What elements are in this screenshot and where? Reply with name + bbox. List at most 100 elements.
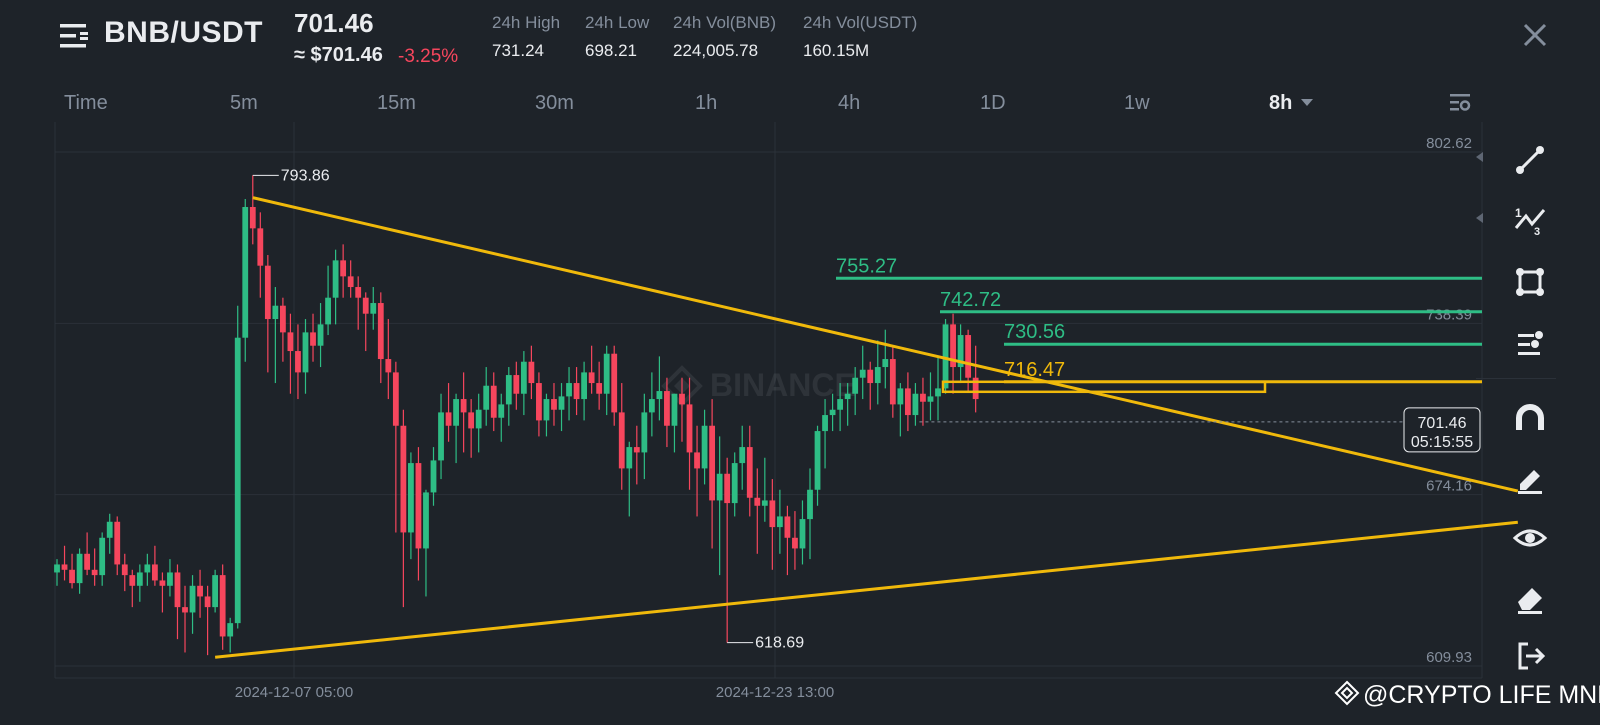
candle-body <box>754 497 761 506</box>
pair-title[interactable]: BNB/USDT <box>104 16 263 49</box>
resistance-label: 730.56 <box>1004 321 1065 343</box>
chevron-down-icon[interactable] <box>1300 98 1314 108</box>
tab-8h[interactable]: 8h <box>1269 92 1293 114</box>
candle-body <box>242 207 249 338</box>
indicator-tool-icon[interactable] <box>1512 326 1548 362</box>
candle-body <box>611 353 618 413</box>
eraser-icon[interactable] <box>1512 580 1548 616</box>
tab-5m[interactable]: 5m <box>230 92 258 114</box>
candle-body <box>325 297 331 325</box>
candle-body <box>573 383 580 400</box>
candle-body <box>219 575 226 637</box>
candle-body <box>114 521 121 565</box>
tab-1h[interactable]: 1h <box>695 92 718 114</box>
candle-body <box>664 391 670 426</box>
candle-body <box>483 385 490 410</box>
candle-body <box>513 375 520 394</box>
current-price-label: 701.46 <box>1418 415 1467 432</box>
candle-body <box>106 521 113 538</box>
exit-icon[interactable] <box>1512 638 1548 674</box>
candle-body <box>317 324 324 346</box>
candle-body <box>415 463 422 549</box>
annotation-label: 618.69 <box>755 635 804 652</box>
close-icon[interactable] <box>1520 20 1550 50</box>
candle-body <box>99 537 106 576</box>
fib-tool-icon[interactable]: 1 3 <box>1512 202 1548 238</box>
candle-body <box>151 564 158 581</box>
candle-body <box>874 367 881 384</box>
candle-body <box>54 564 60 573</box>
shape-tool-icon[interactable] <box>1512 264 1548 300</box>
candle-body <box>618 412 625 469</box>
candle-body <box>377 303 384 360</box>
candle-body <box>423 492 429 549</box>
candle-body <box>731 463 738 504</box>
candle-body <box>197 585 203 597</box>
candle-body <box>136 572 143 586</box>
candle-body <box>633 447 640 453</box>
candle-body <box>814 431 821 490</box>
candle-body <box>355 287 362 298</box>
line-tool-icon[interactable] <box>1512 142 1548 178</box>
binance-watermark: BINANCE <box>661 365 856 407</box>
candle-body <box>558 396 565 410</box>
candle-body <box>438 412 444 461</box>
candle-body <box>498 404 505 418</box>
annotation-label: 793.86 <box>281 167 330 184</box>
candle-body <box>641 412 648 453</box>
candle-body <box>475 409 482 429</box>
candle-body <box>543 399 550 421</box>
candle-body <box>776 516 783 528</box>
tab-1d[interactable]: 1D <box>980 92 1006 114</box>
last-price: 701.46 <box>294 8 374 38</box>
svg-text:3: 3 <box>1534 226 1540 238</box>
trendline <box>252 196 1519 493</box>
expand-arrow-icon[interactable] <box>1475 151 1485 163</box>
resistance-label: 742.72 <box>940 289 1001 311</box>
tab-15m[interactable]: 15m <box>377 92 416 114</box>
tab-30m[interactable]: 30m <box>535 92 574 114</box>
candle-body <box>867 369 874 384</box>
eye-icon[interactable] <box>1512 520 1548 556</box>
candle-body <box>709 425 716 501</box>
pencil-icon[interactable] <box>1512 460 1548 496</box>
candle-body <box>761 500 768 506</box>
candle-body <box>889 359 896 405</box>
candle-body <box>310 332 316 346</box>
candle-body <box>144 564 151 573</box>
candle-body <box>347 276 354 288</box>
stat-24h-vol-usdt: 24h Vol(USDT) 160.15M <box>803 13 917 61</box>
candle-body <box>121 564 128 576</box>
y-tick-label: 802.62 <box>1426 135 1472 152</box>
expand-arrow-icon[interactable] <box>1475 212 1485 224</box>
tab-1w[interactable]: 1w <box>1124 92 1150 114</box>
y-tick-label: 674.16 <box>1426 478 1472 495</box>
candle-body <box>927 396 934 402</box>
candle-body <box>739 447 746 464</box>
stat-label: 24h Vol(BNB) <box>673 13 776 32</box>
candle-body <box>302 332 309 373</box>
candle-body <box>340 260 347 277</box>
candle-body <box>581 372 587 400</box>
chart-settings-icon[interactable] <box>1448 90 1472 114</box>
candle-body <box>76 553 83 584</box>
candle-body <box>920 393 926 402</box>
toolbar-divider <box>1476 378 1556 379</box>
tab-time[interactable]: Time <box>64 92 108 114</box>
candle-body <box>295 351 301 373</box>
stat-value: 731.24 <box>492 41 544 60</box>
stat-label: 24h High <box>492 13 561 32</box>
tab-4h[interactable]: 4h <box>838 92 861 114</box>
svg-text:1: 1 <box>1515 206 1522 220</box>
candle-body <box>536 383 542 421</box>
magnet-icon[interactable] <box>1512 400 1548 436</box>
candle-body <box>596 383 603 394</box>
menu-icon[interactable] <box>60 22 90 50</box>
binance-logo-icon <box>1334 680 1360 706</box>
candle-body <box>679 393 685 405</box>
candle-body <box>746 447 753 498</box>
candle-body <box>61 564 68 570</box>
candle-body <box>528 361 535 384</box>
